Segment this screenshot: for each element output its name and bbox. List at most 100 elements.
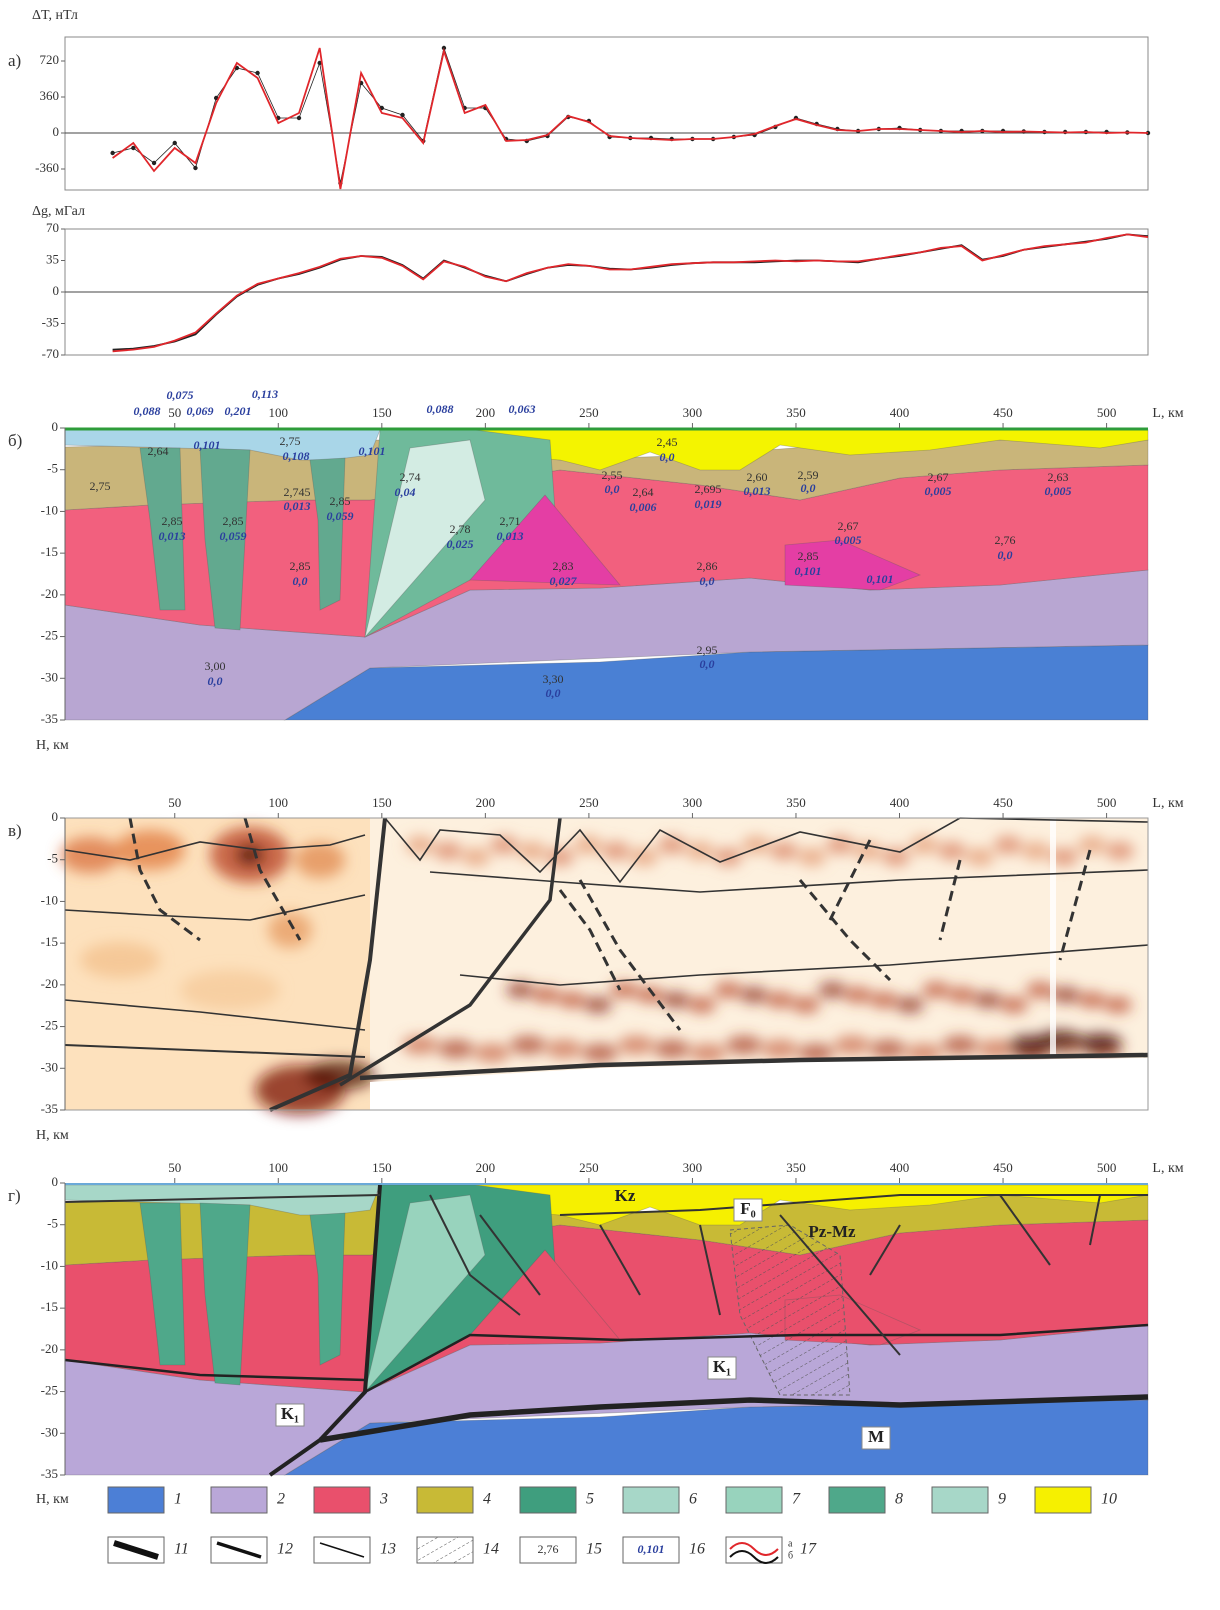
x-tick-label: 350 <box>786 795 806 810</box>
susceptibility-label: 0,088 <box>427 402 454 416</box>
panel-label: г) <box>8 1186 21 1205</box>
y-tick-label: -10 <box>41 502 58 517</box>
data-point <box>400 113 404 117</box>
unit-label: F₀ <box>740 1199 755 1218</box>
density-label: 2,83 <box>553 559 574 573</box>
x-tick-label: 200 <box>476 405 496 420</box>
anomaly <box>1000 997 1028 1013</box>
anomaly <box>506 982 534 998</box>
anomaly <box>844 987 872 1003</box>
anomaly <box>770 842 798 860</box>
x-tick-label: 450 <box>993 405 1013 420</box>
susceptibility-label: 0,0 <box>700 657 715 671</box>
anomaly <box>60 837 120 873</box>
y-tick-label: -15 <box>41 1299 58 1314</box>
y-tick-label: 0 <box>52 809 59 824</box>
anomaly <box>532 987 560 1003</box>
unit-label: Kz <box>615 1186 636 1205</box>
y-tick-label: 0 <box>52 1174 59 1189</box>
legend-label: 5 <box>586 1491 594 1508</box>
anomaly <box>938 842 966 860</box>
panel-label: а) <box>8 51 21 70</box>
y-tick-label: -5 <box>47 1216 58 1231</box>
density-label: 2,86 <box>697 559 718 573</box>
density-label: 2,74 <box>400 470 421 484</box>
legend-swatch <box>520 1487 576 1513</box>
density-label: 2,60 <box>747 470 768 484</box>
anomaly <box>662 992 690 1008</box>
y-tick-label: -20 <box>41 1341 58 1356</box>
y-tick-label: 720 <box>40 52 60 67</box>
anomaly <box>558 992 586 1008</box>
density-label: 2,85 <box>798 549 819 563</box>
susceptibility-label: 0,013 <box>497 529 524 543</box>
susceptibility-label: 0,101 <box>359 444 386 458</box>
anomaly <box>654 1040 690 1058</box>
y-tick-label: -360 <box>35 160 59 175</box>
density-label: 2,64 <box>148 444 169 458</box>
anomaly <box>1106 842 1134 860</box>
x-tick-label: 500 <box>1097 1160 1117 1175</box>
data-point <box>110 151 114 155</box>
susceptibility-label: 0,005 <box>1045 484 1072 498</box>
x-tick-label: 400 <box>890 795 910 810</box>
data-line <box>113 48 1148 183</box>
susceptibility-label: 0,0 <box>700 574 715 588</box>
anomaly <box>1026 982 1054 998</box>
x-tick-label: 350 <box>786 1160 806 1175</box>
anomaly <box>1052 987 1080 1003</box>
legend-label: 2 <box>277 1491 285 1508</box>
x-axis-title: L, км <box>1152 1161 1183 1176</box>
y-tick-label: -5 <box>47 461 58 476</box>
legend-swatch <box>417 1487 473 1513</box>
susceptibility-label: 0,069 <box>187 404 214 418</box>
density-label: 2,59 <box>798 468 819 482</box>
susceptibility-label: 0,063 <box>509 402 536 416</box>
y-tick-label: -15 <box>41 544 58 559</box>
y-tick-label: -30 <box>41 1424 58 1439</box>
y-tick-label: 0 <box>53 283 60 298</box>
susceptibility-label: 0,101 <box>795 564 822 578</box>
x-tick-label: 150 <box>372 795 392 810</box>
x-tick-label: 450 <box>993 1160 1013 1175</box>
velocity-section <box>60 818 1148 1115</box>
legend-sample: 0,101 <box>638 1542 665 1556</box>
susceptibility-label: 0,013 <box>159 529 186 543</box>
anomaly <box>618 1036 654 1054</box>
anomaly <box>80 942 160 978</box>
legend-part: б <box>788 1550 793 1561</box>
legend-swatch <box>108 1487 164 1513</box>
density-label: 2,85 <box>290 559 311 573</box>
anomaly <box>870 992 898 1008</box>
legend-label: 11 <box>174 1541 189 1558</box>
x-tick-label: 450 <box>993 795 1013 810</box>
x-tick-label: 500 <box>1097 795 1117 810</box>
legend-swatch <box>829 1487 885 1513</box>
anomaly <box>688 997 716 1013</box>
density-label: 2,67 <box>838 519 859 533</box>
x-tick-label: 100 <box>269 795 289 810</box>
x-axis-title: L, км <box>1152 406 1183 421</box>
density-label: 2,75 <box>90 479 111 493</box>
x-tick-label: 50 <box>168 405 181 420</box>
y-tick-label: -70 <box>42 346 59 361</box>
y-tick-label: -20 <box>41 976 58 991</box>
anomaly <box>1078 992 1106 1008</box>
susceptibility-label: 0,013 <box>284 499 311 513</box>
x-tick-label: 400 <box>890 1160 910 1175</box>
density-label: 2,67 <box>928 470 949 484</box>
legend-swatch <box>314 1487 370 1513</box>
unit-label: K₁ <box>713 1357 731 1376</box>
legend-swatch <box>726 1487 782 1513</box>
density-label: 2,695 <box>695 482 722 496</box>
susceptibility-label: 0,059 <box>327 509 354 523</box>
anomaly <box>948 987 976 1003</box>
anomaly <box>726 1036 762 1054</box>
legend-label: 17 <box>800 1541 817 1558</box>
x-tick-label: 250 <box>579 795 599 810</box>
x-tick-label: 300 <box>683 405 703 420</box>
y-axis-title: ΔT, нТл <box>32 8 78 23</box>
y-tick-label: -35 <box>42 314 59 329</box>
anomaly <box>1078 836 1106 854</box>
y-tick-label: -20 <box>41 586 58 601</box>
